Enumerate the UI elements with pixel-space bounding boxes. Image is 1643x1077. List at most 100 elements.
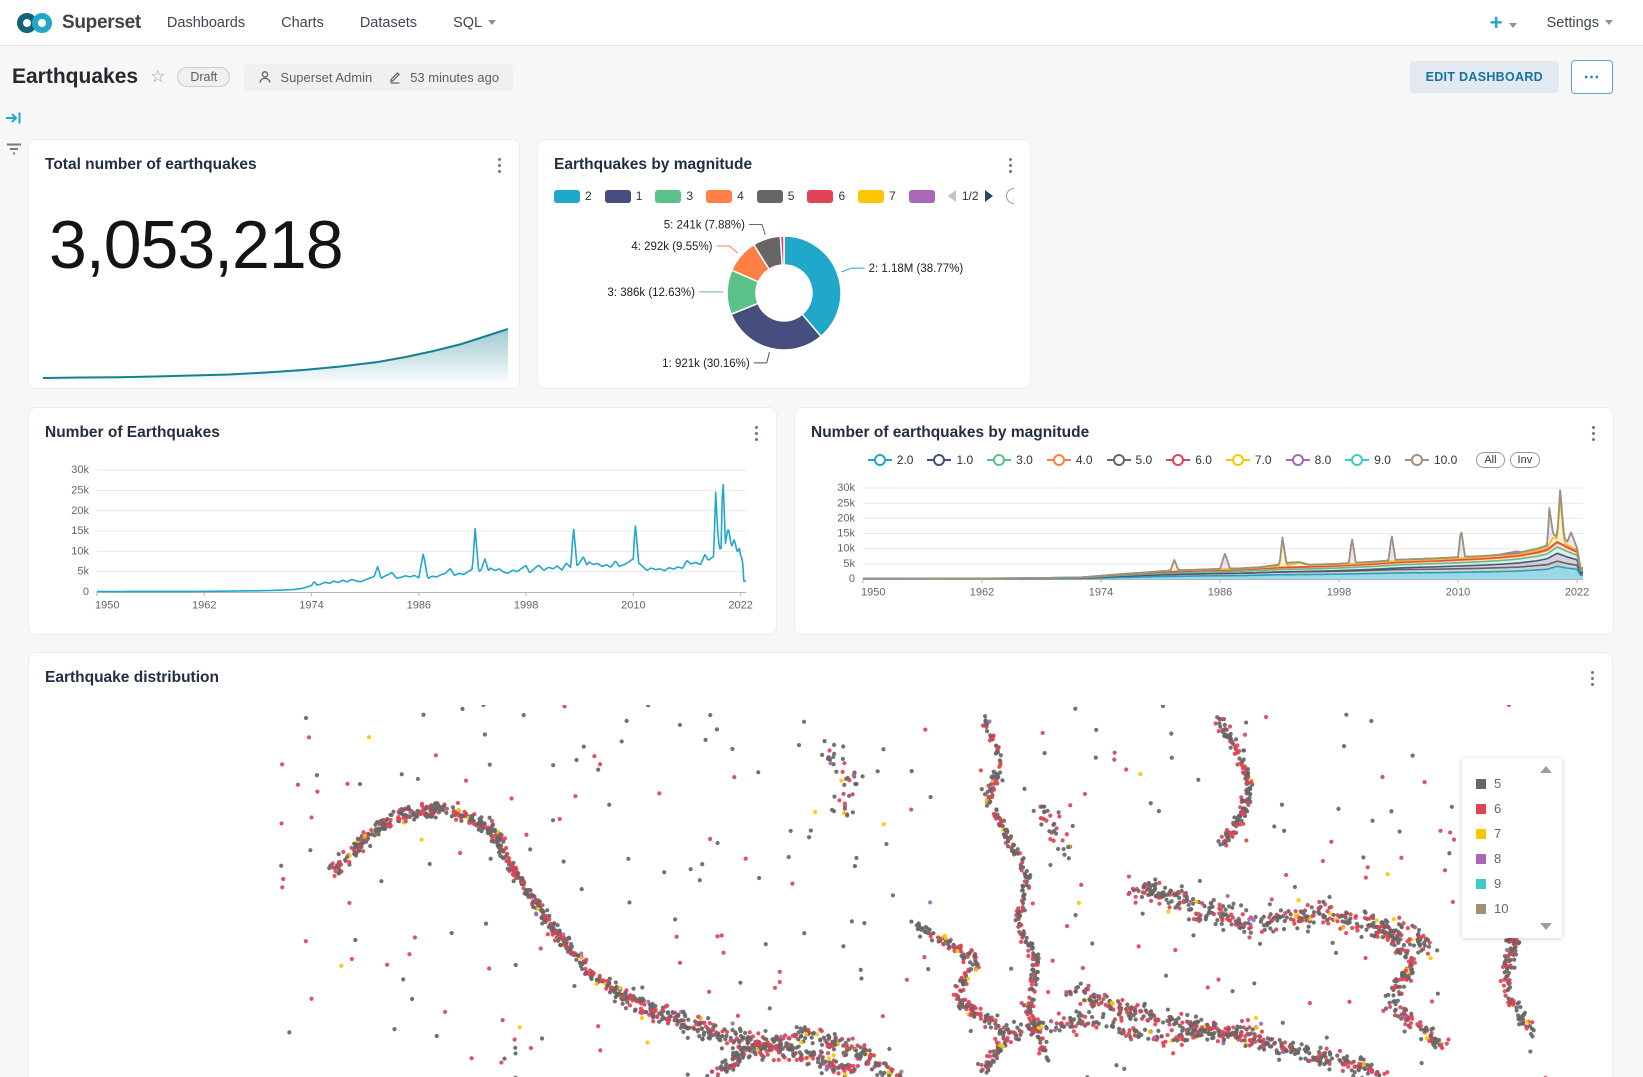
legend-item-6.0[interactable]: 6.0 <box>1166 453 1212 467</box>
legend-inv-button[interactable]: Inv <box>1509 452 1541 468</box>
settings-menu[interactable]: Settings <box>1547 15 1613 31</box>
legend-item-8.0[interactable]: 8.0 <box>1285 453 1331 467</box>
map-legend-item-7: 7 <box>1476 826 1562 841</box>
legend-item-1[interactable]: 1 <box>604 189 642 203</box>
infinity-logo-icon <box>17 12 52 33</box>
legend-prev-icon[interactable] <box>947 190 956 202</box>
chart-menu-button[interactable] <box>1588 422 1599 445</box>
new-item-button[interactable]: + <box>1490 11 1517 34</box>
legend-ring-marker <box>1166 454 1191 466</box>
legend-scroll-down-icon[interactable] <box>1540 923 1552 930</box>
expand-filter-bar-icon[interactable] <box>5 110 23 126</box>
nav-item-charts[interactable]: Charts <box>281 14 324 31</box>
legend-item-1.0[interactable]: 1.0 <box>927 453 973 467</box>
legend-item-2.0[interactable]: 2.0 <box>867 453 913 467</box>
chart-menu-button[interactable] <box>494 154 505 177</box>
legend-ring-marker <box>1046 454 1071 466</box>
legend-ring-marker <box>987 454 1012 466</box>
legend-ring-marker <box>1345 454 1370 466</box>
dashboard-meta: Superset Admin 53 minutes ago <box>244 63 514 91</box>
map-legend-item-5: 5 <box>1476 776 1562 791</box>
legend-all-button[interactable]: All <box>1005 188 1014 204</box>
legend-item-10.0[interactable]: 10.0 <box>1404 453 1457 467</box>
legend-ring-marker <box>927 454 952 466</box>
nav-item-sql[interactable]: SQL <box>453 15 497 31</box>
legend-item-2[interactable]: 2 <box>554 189 592 203</box>
legend-swatch <box>858 189 885 203</box>
donut-callout-line <box>748 223 766 236</box>
earthquake-scatter-map[interactable] <box>45 705 1598 1077</box>
donut-callout-label: 3: 386k (12.63%) <box>607 287 695 299</box>
legend-item-4.0[interactable]: 4.0 <box>1046 453 1093 467</box>
legend-swatch <box>1476 903 1486 914</box>
legend-pager: 1/2 <box>947 189 993 203</box>
map-chart-card: Earthquake distribution 5 6 7 8 9 10 <box>28 652 1613 1077</box>
legend-item-4[interactable]: 4 <box>706 189 744 203</box>
donut-callout-label: 4: 292k (9.55%) <box>631 241 712 253</box>
chevron-down-icon <box>1605 20 1613 26</box>
legend-swatch <box>1476 878 1486 889</box>
map-legend: 5 6 7 8 9 10 <box>1462 758 1562 938</box>
nav-item-dashboards[interactable]: Dashboards <box>166 14 246 31</box>
favorite-star-icon[interactable]: ☆ <box>150 67 166 86</box>
dashboard-actions-button[interactable]: ⋯ <box>1571 60 1613 94</box>
dashboard-header: Earthquakes ☆ Draft Superset Admin 53 mi… <box>0 46 1643 104</box>
legend-next-icon[interactable] <box>984 190 993 202</box>
trendline-sparkline <box>43 324 508 382</box>
legend-swatch <box>1476 778 1486 789</box>
owner-name: Superset Admin <box>280 69 373 85</box>
chart-menu-button[interactable] <box>1587 667 1598 690</box>
legend-swatch <box>756 189 783 203</box>
legend-swatch <box>807 189 834 203</box>
legend-item-7.0[interactable]: 7.0 <box>1225 453 1272 467</box>
chevron-down-icon <box>1508 23 1517 29</box>
chart-menu-button[interactable] <box>751 422 762 445</box>
legend-scroll-up-icon[interactable] <box>1540 766 1552 773</box>
legend-ring-marker <box>867 454 892 466</box>
donut-chart[interactable]: 2: 1.18M (38.77%) 1: 921k (30.16%) 3: 386k… <box>538 140 1032 390</box>
legend-item-5[interactable]: 5 <box>756 189 794 203</box>
status-badge: Draft <box>177 67 231 87</box>
chart-title: Total number of earthquakes <box>45 156 257 173</box>
legend-item-9.0[interactable]: 9.0 <box>1345 453 1391 467</box>
donut-slice-2[interactable] <box>783 235 842 338</box>
legend-swatch <box>1476 803 1486 814</box>
chart-title: Earthquakes by magnitude <box>554 156 753 173</box>
top-nav: Superset Dashboards Charts Datasets SQL … <box>0 0 1643 46</box>
donut-callout-label: 5: 241k (7.88%) <box>664 219 745 231</box>
legend-all-button[interactable]: All <box>1476 452 1505 468</box>
user-icon <box>259 71 272 83</box>
brand-name: Superset <box>62 11 141 33</box>
legend-item-7[interactable]: 7 <box>858 189 896 203</box>
legend-ring-marker <box>1106 454 1131 466</box>
last-modified: 53 minutes ago <box>410 69 500 85</box>
legend-swatch <box>554 189 580 203</box>
legend-item-8-truncated[interactable] <box>908 189 935 203</box>
donut-slice-1[interactable] <box>730 302 823 351</box>
legend-item-3[interactable]: 3 <box>655 189 693 203</box>
donut-callout-label: 1: 921k (30.16%) <box>662 358 750 370</box>
legend-item-3.0[interactable]: 3.0 <box>987 453 1033 467</box>
edit-dashboard-button[interactable]: EDIT DASHBOARD <box>1409 61 1559 93</box>
map-legend-item-8: 8 <box>1476 851 1562 866</box>
chart-menu-button[interactable] <box>1005 154 1016 177</box>
legend-swatch <box>1476 828 1486 839</box>
legend-item-6[interactable]: 6 <box>807 189 845 203</box>
earthquakes-line-chart[interactable] <box>45 452 762 620</box>
map-legend-item-10: 10 <box>1476 901 1562 916</box>
nav-item-datasets[interactable]: Datasets <box>359 14 418 31</box>
line-chart-card: Number of Earthquakes <box>28 407 777 635</box>
filter-icon[interactable] <box>5 142 23 156</box>
superset-logo[interactable]: Superset <box>16 12 141 34</box>
legend-ring-marker <box>1404 454 1429 466</box>
multiline-chart-card: Number of earthquakes by magnitude 2.0 1.… <box>794 407 1614 635</box>
chart-title: Number of Earthquakes <box>45 424 220 441</box>
map-legend-item-9: 9 <box>1476 876 1562 891</box>
legend-ring-marker <box>1285 454 1310 466</box>
donut-callout-line <box>753 352 770 364</box>
edit-pencil-icon <box>390 72 401 84</box>
legend-item-5.0[interactable]: 5.0 <box>1106 453 1152 467</box>
earthquakes-by-magnitude-chart[interactable] <box>811 472 1599 607</box>
donut-slice-6[interactable] <box>779 235 785 266</box>
